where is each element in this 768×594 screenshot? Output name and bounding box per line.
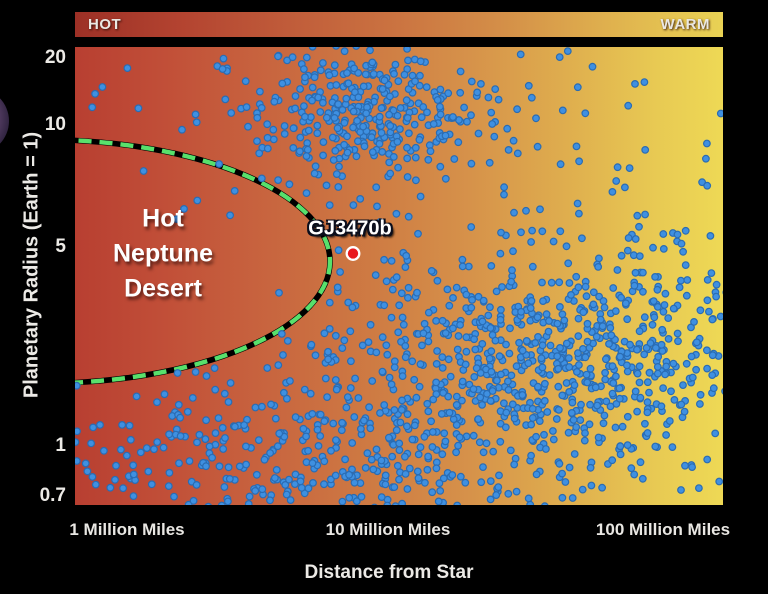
y-tick-label: 10 — [44, 113, 66, 135]
plot-area: Hot Neptune Desert GJ3470b — [75, 47, 723, 505]
gj3470b-label: GJ3470b — [308, 217, 392, 240]
exoplanet-points — [75, 47, 723, 505]
x-tick-label: 100 Million Miles — [595, 520, 731, 539]
x-tick-label: 1 Million Miles — [69, 520, 185, 539]
y-axis-title: Planetary Radius (Earth = 1) — [20, 131, 43, 399]
desert-label-line1: Hot — [142, 204, 184, 233]
planet-crescent-decoration — [0, 88, 9, 154]
scatter-plot — [75, 47, 723, 505]
desert-boundary-ellipse — [75, 138, 333, 385]
y-tick-label: 20 — [44, 46, 66, 68]
x-tick-label: 10 Million Miles — [325, 520, 451, 539]
y-tick-label: 0.7 — [39, 484, 66, 506]
desert-label-line2: Neptune — [113, 239, 213, 268]
y-tick-label: 1 — [55, 434, 66, 456]
gj3470b-point — [345, 246, 361, 261]
x-axis-title: Distance from Star — [304, 562, 474, 583]
warm-label: WARM — [660, 16, 710, 33]
hot-label: HOT — [88, 16, 122, 33]
y-tick-label: 5 — [55, 235, 66, 257]
temperature-bar: HOT WARM — [75, 12, 723, 37]
desert-label-line3: Desert — [124, 274, 202, 303]
desert-region-label: Hot Neptune Desert — [113, 202, 213, 307]
